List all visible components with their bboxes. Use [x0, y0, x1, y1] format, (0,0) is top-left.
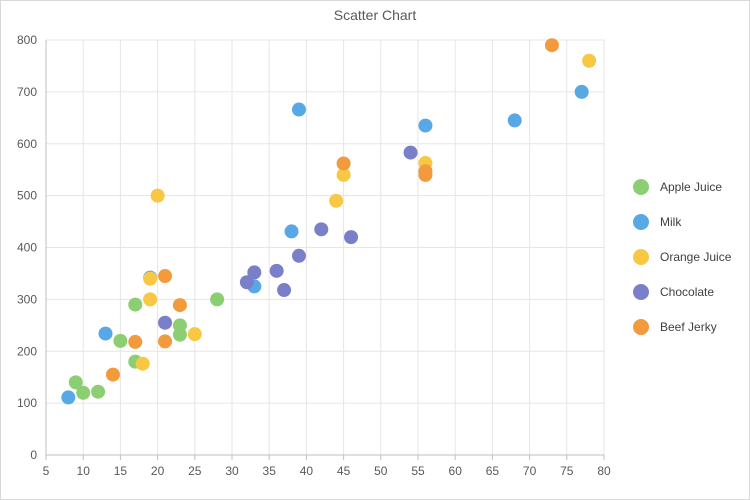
data-point[interactable] — [418, 118, 433, 133]
data-point[interactable] — [329, 193, 344, 208]
x-tick-label: 75 — [560, 464, 574, 478]
y-tick-label: 400 — [17, 241, 37, 255]
y-tick-label: 600 — [17, 137, 37, 151]
data-point[interactable] — [128, 297, 143, 312]
data-point[interactable] — [150, 188, 165, 203]
x-tick-label: 60 — [449, 464, 463, 478]
legend-item-beef-jerky[interactable]: Beef Jerky — [633, 319, 717, 335]
x-tick-label: 5 — [43, 464, 50, 478]
data-point[interactable] — [291, 102, 306, 117]
x-tick-label: 20 — [151, 464, 165, 478]
data-point[interactable] — [172, 298, 187, 313]
series-apple-juice — [68, 292, 225, 400]
data-point[interactable] — [210, 292, 225, 307]
y-tick-label: 700 — [17, 85, 37, 99]
x-tick-label: 55 — [411, 464, 425, 478]
data-point[interactable] — [582, 53, 597, 68]
legend-marker — [633, 249, 649, 265]
data-points — [61, 38, 597, 405]
legend-label: Orange Juice — [660, 250, 732, 264]
grid-lines — [45, 39, 605, 456]
legend-item-orange-juice[interactable]: Orange Juice — [633, 249, 732, 265]
x-tick-label: 65 — [486, 464, 500, 478]
data-point[interactable] — [336, 167, 351, 182]
x-tick-label: 30 — [225, 464, 239, 478]
legend-marker — [633, 214, 649, 230]
y-tick-label: 800 — [17, 33, 37, 47]
data-point[interactable] — [314, 222, 329, 237]
data-point[interactable] — [135, 356, 150, 371]
legend-label: Apple Juice — [660, 180, 722, 194]
legend-item-milk[interactable]: Milk — [633, 214, 682, 230]
y-tick-label: 300 — [17, 292, 37, 306]
data-point[interactable] — [91, 384, 106, 399]
data-point[interactable] — [291, 248, 306, 263]
y-tick-label: 0 — [30, 448, 37, 462]
legend-label: Milk — [660, 215, 682, 229]
data-point[interactable] — [269, 263, 284, 278]
series-beef-jerky — [105, 38, 559, 382]
x-tick-label: 80 — [597, 464, 611, 478]
data-point[interactable] — [277, 283, 292, 298]
data-point[interactable] — [76, 385, 91, 400]
series-chocolate — [158, 145, 418, 330]
legend-marker — [633, 284, 649, 300]
data-point[interactable] — [143, 292, 158, 307]
legend-label: Chocolate — [660, 285, 714, 299]
data-point[interactable] — [68, 375, 83, 390]
legend-marker — [633, 179, 649, 195]
data-point[interactable] — [403, 145, 418, 160]
legend-item-apple-juice[interactable]: Apple Juice — [633, 179, 722, 195]
tick-labels: 5 10 15 20 25 30 35 40 45 50 55 60 65 70 75 80010020030… — [17, 33, 611, 478]
data-point[interactable] — [574, 84, 589, 99]
data-point[interactable] — [344, 230, 359, 245]
data-point[interactable] — [158, 269, 173, 284]
series-orange-juice — [135, 53, 597, 371]
data-point[interactable] — [187, 327, 202, 342]
data-point[interactable] — [128, 334, 143, 349]
axes — [45, 40, 605, 460]
legend-label: Beef Jerky — [660, 320, 717, 334]
data-point[interactable] — [247, 265, 262, 280]
data-point[interactable] — [158, 315, 173, 330]
x-tick-label: 35 — [263, 464, 277, 478]
data-point[interactable] — [239, 275, 254, 290]
x-tick-label: 15 — [114, 464, 128, 478]
data-point[interactable] — [172, 318, 187, 333]
series-milk — [61, 84, 589, 405]
x-tick-label: 25 — [188, 464, 202, 478]
data-point[interactable] — [284, 224, 299, 239]
data-point[interactable] — [61, 390, 76, 405]
legend[interactable]: Apple Juice Milk Orange Juice Chocolate Beef… — [633, 179, 732, 335]
y-tick-label: 100 — [17, 396, 37, 410]
x-tick-label: 50 — [374, 464, 388, 478]
data-point[interactable] — [105, 367, 120, 382]
legend-marker — [633, 319, 649, 335]
data-point[interactable] — [143, 271, 158, 286]
chart-title: Scatter Chart — [334, 7, 417, 23]
x-tick-label: 70 — [523, 464, 537, 478]
y-tick-label: 200 — [17, 344, 37, 358]
data-point[interactable] — [98, 326, 113, 341]
data-point[interactable] — [158, 334, 173, 349]
legend-item-chocolate[interactable]: Chocolate — [633, 284, 714, 300]
data-point[interactable] — [113, 333, 128, 348]
x-tick-label: 45 — [337, 464, 351, 478]
x-tick-label: 40 — [300, 464, 314, 478]
data-point[interactable] — [507, 113, 522, 128]
y-tick-label: 500 — [17, 189, 37, 203]
x-tick-label: 10 — [77, 464, 91, 478]
data-point[interactable] — [544, 38, 559, 53]
data-point[interactable] — [418, 167, 433, 182]
data-point[interactable] — [336, 156, 351, 171]
